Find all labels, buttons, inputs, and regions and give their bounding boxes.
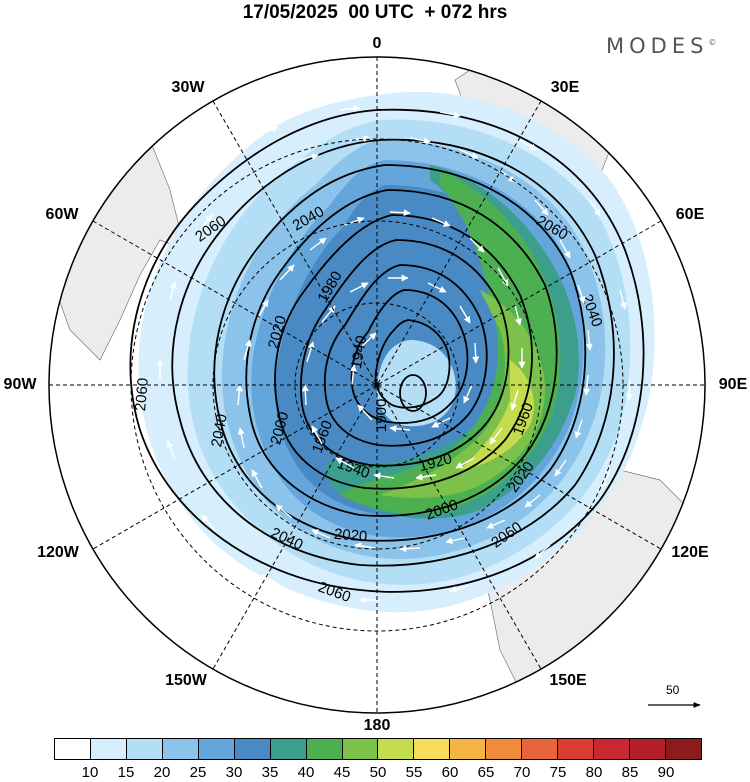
south-pole-marker	[374, 382, 380, 388]
lon-label-120e: 120E	[671, 544, 709, 561]
lon-label-120w: 120W	[37, 544, 79, 561]
colorbar-tick-label: 10	[81, 764, 99, 781]
lon-label-30w: 30W	[171, 79, 205, 96]
contour-label: 2060	[132, 377, 152, 412]
colorbar-cell	[55, 739, 91, 759]
lon-label-60e: 60E	[675, 206, 705, 223]
colorbar-cell	[270, 739, 307, 759]
height-contours	[129, 108, 645, 593]
reference-vector-label: 50	[666, 683, 680, 697]
lon-label-0: 0	[372, 35, 382, 52]
colorbar-cell	[234, 739, 271, 759]
colorbar-cell	[198, 739, 235, 759]
colorbar-tick-label: 20	[153, 764, 171, 781]
colorbar-cell	[665, 739, 701, 759]
colorbar-tick-label: 65	[477, 764, 495, 781]
wind-speed-colorbar	[54, 738, 702, 760]
colorbar-cell	[522, 739, 559, 759]
wind-vectors	[156, 105, 633, 604]
colorbar-cell	[450, 739, 487, 759]
colorbar-tick-label: 80	[585, 764, 603, 781]
colorbar-tick-label: 55	[405, 764, 423, 781]
lon-label-90w: 90W	[3, 376, 37, 393]
colorbar-tick-label: 50	[369, 764, 387, 781]
colorbar-tick-label: 25	[189, 764, 207, 781]
lon-label-150w: 150W	[165, 672, 207, 689]
graticule	[49, 57, 705, 713]
colorbar-tick-label: 45	[333, 764, 351, 781]
lon-label-30e: 30E	[550, 79, 580, 96]
modes-logo: MODES©	[606, 34, 716, 58]
colorbar-tick-label: 15	[117, 764, 135, 781]
colorbar-cell	[342, 739, 379, 759]
colorbar-cell	[90, 739, 127, 759]
colorbar-tick-label: 75	[549, 764, 567, 781]
contour-label: 1900	[373, 399, 390, 432]
colorbar-cell	[126, 739, 163, 759]
colorbar-tick-label: 85	[621, 764, 639, 781]
brand-mark: ©	[708, 38, 717, 47]
lon-label-180: 180	[363, 717, 391, 734]
colorbar-cell	[486, 739, 523, 759]
colorbar-cell	[378, 739, 415, 759]
lon-label-150e: 150E	[549, 672, 587, 689]
lon-label-60w: 60W	[45, 206, 79, 223]
lon-label-90e: 90E	[718, 376, 748, 393]
contour-label: 2040	[208, 413, 231, 449]
colorbar-cell	[630, 739, 666, 759]
colorbar-cell	[162, 739, 199, 759]
colorbar-cell	[306, 739, 343, 759]
map-title: 17/05/2025 00 UTC + 072 hrs	[242, 2, 508, 23]
contour-label: 2020	[333, 526, 368, 546]
colorbar-tick-label: 90	[657, 764, 675, 781]
colorbar-tick-label: 60	[441, 764, 459, 781]
colorbar-cell	[558, 739, 595, 759]
colorbar-tick-label: 30	[225, 764, 243, 781]
brand-name: MODES	[606, 34, 709, 58]
colorbar-tick-label: 70	[513, 764, 531, 781]
colorbar-cell	[414, 739, 451, 759]
colorbar-tick-label: 40	[297, 764, 315, 781]
map-boundary	[48, 56, 706, 714]
colorbar-tick-label: 35	[261, 764, 279, 781]
colorbar-cell	[594, 739, 630, 759]
